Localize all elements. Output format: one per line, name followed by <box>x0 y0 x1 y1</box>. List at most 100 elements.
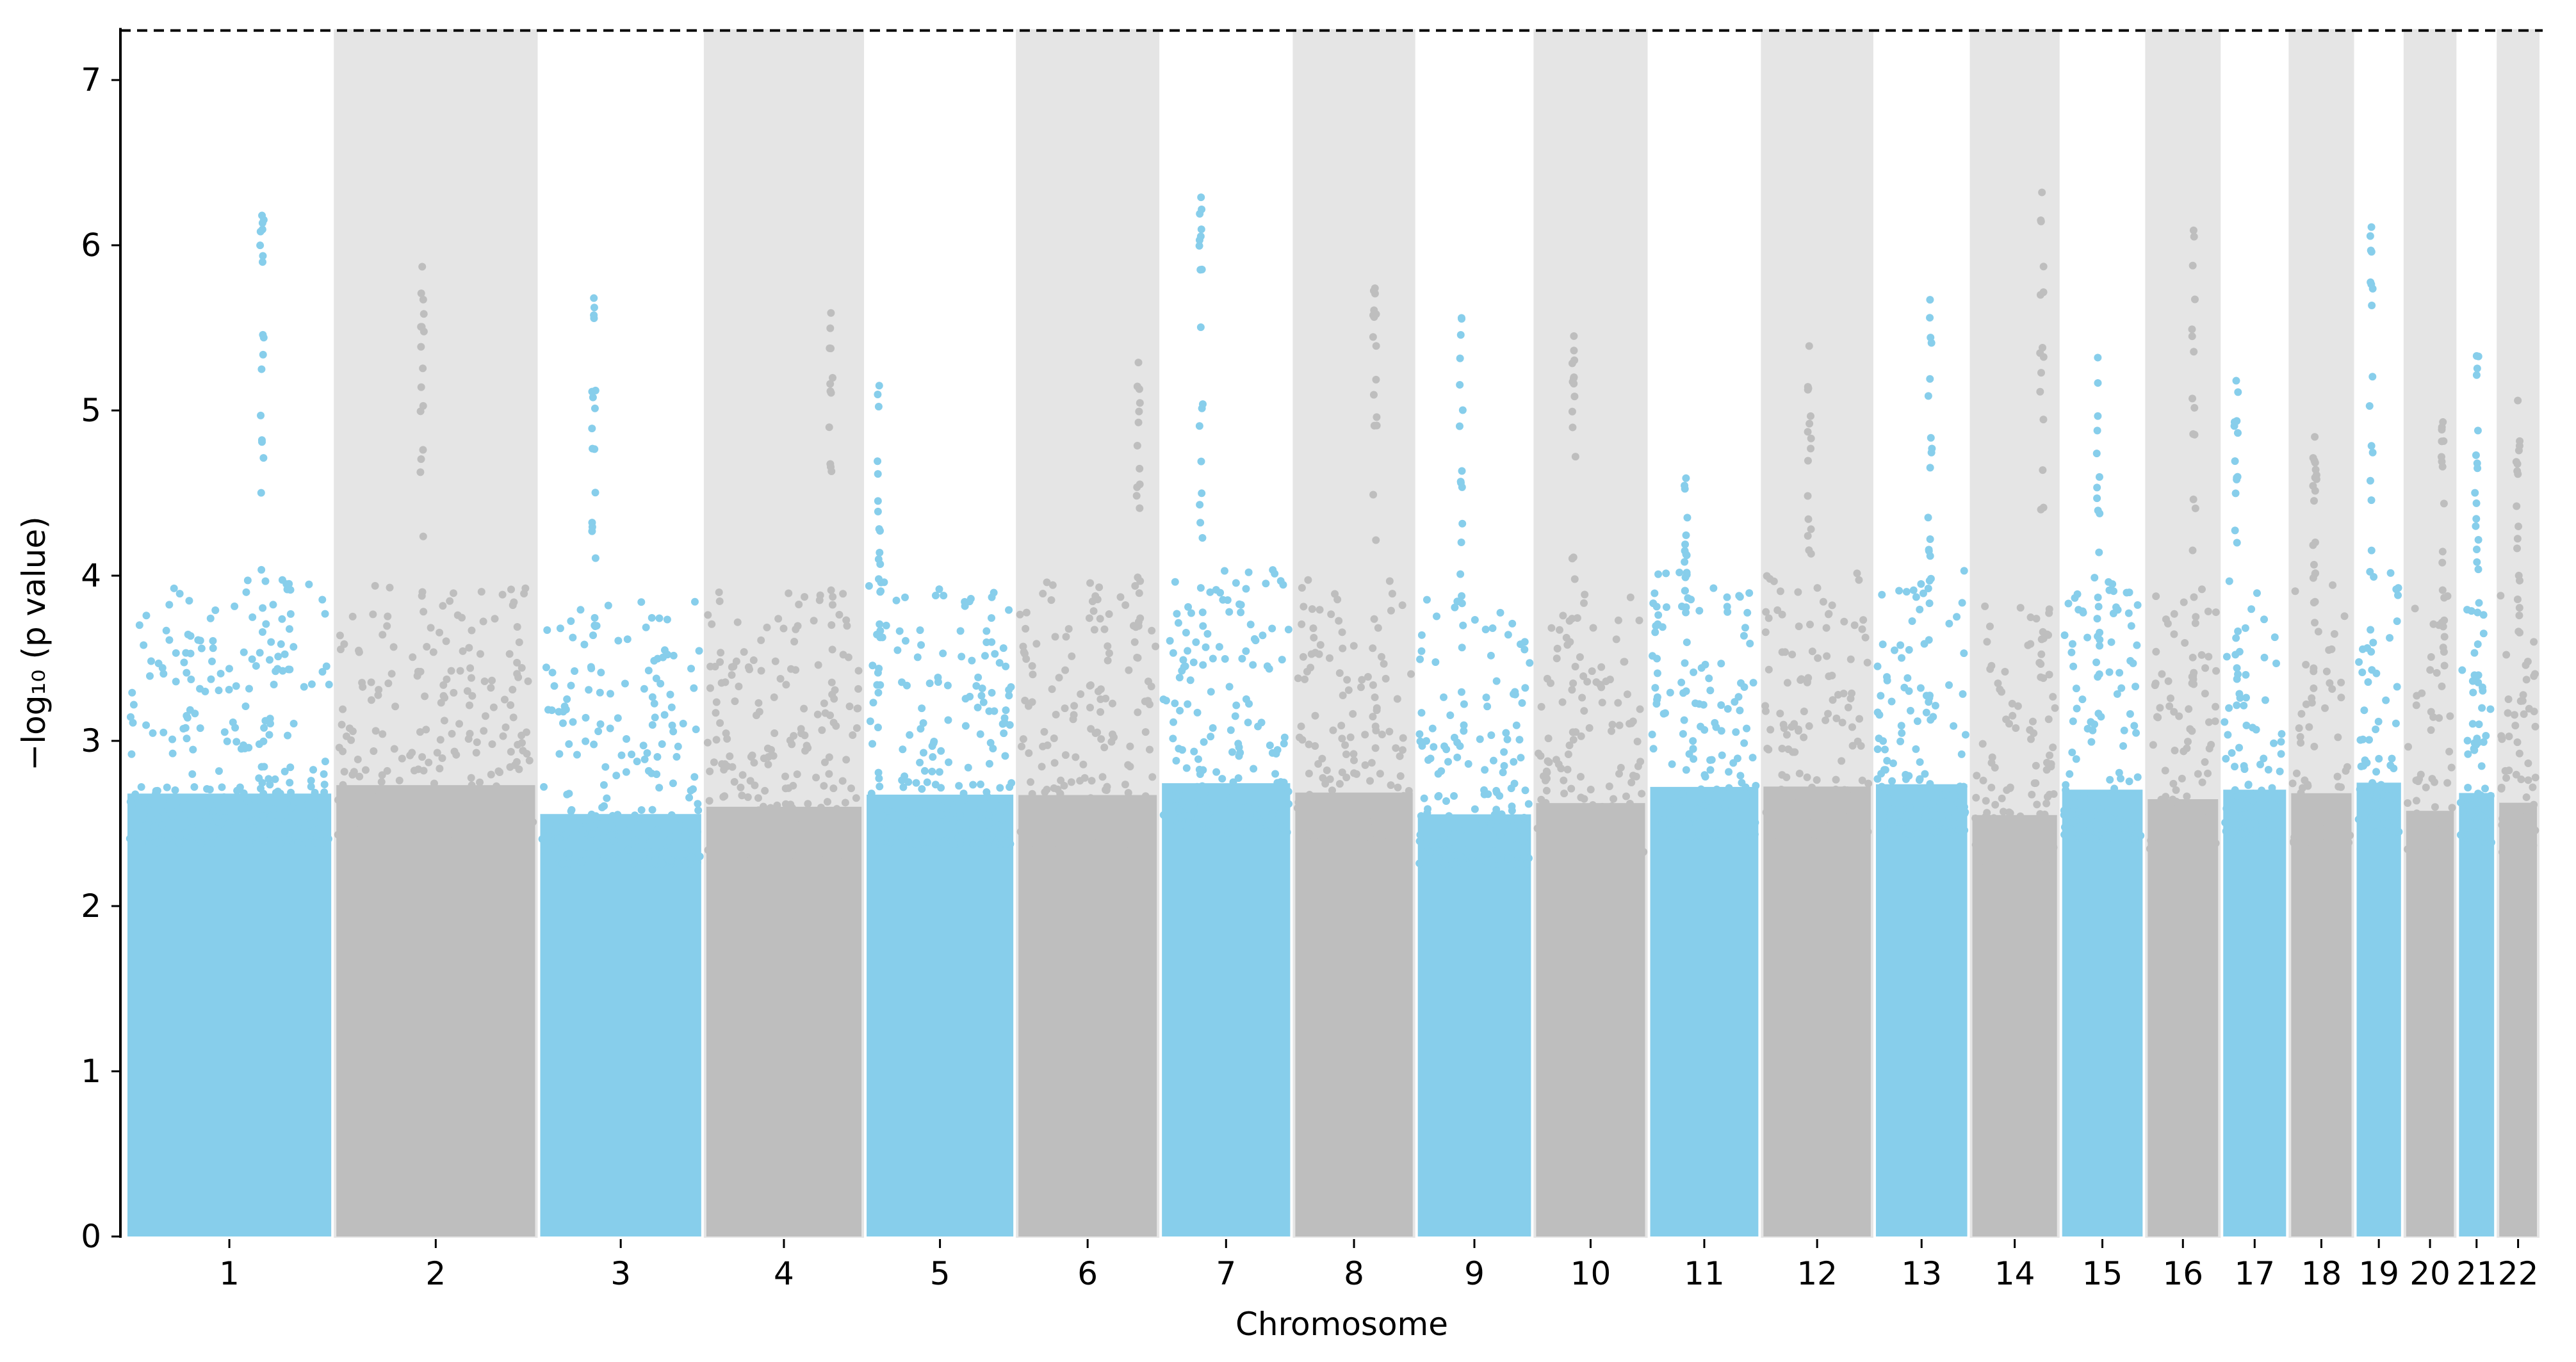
data-point <box>2095 473 2103 481</box>
data-point <box>334 796 343 804</box>
data-point <box>2039 353 2048 361</box>
data-point <box>2343 763 2351 771</box>
data-point <box>790 637 799 645</box>
data-point <box>1298 583 1306 592</box>
data-point <box>1925 599 1934 608</box>
data-point <box>1209 654 1217 663</box>
data-point <box>2192 613 2200 621</box>
data-point <box>2305 723 2313 731</box>
data-point <box>555 708 563 716</box>
data-point <box>854 667 863 675</box>
data-point <box>1800 708 1808 716</box>
data-point <box>2447 763 2456 772</box>
data-point <box>1025 749 1033 758</box>
data-point <box>2474 536 2482 544</box>
data-point <box>1999 807 2007 816</box>
data-point <box>187 676 195 684</box>
data-point <box>1193 782 1202 791</box>
data-point <box>2292 769 2301 777</box>
data-point <box>1786 831 1795 839</box>
data-point <box>2333 772 2342 781</box>
point-mass-chr19 <box>2356 782 2401 1236</box>
data-point <box>1558 698 1567 706</box>
data-point <box>659 653 667 661</box>
data-point <box>589 393 597 401</box>
data-point <box>2189 546 2197 555</box>
data-point <box>1547 848 1556 856</box>
data-point <box>390 745 398 753</box>
data-point <box>1975 861 1983 869</box>
data-point <box>892 596 901 604</box>
data-point <box>2360 762 2368 770</box>
data-point <box>588 523 596 531</box>
data-point <box>2046 751 2054 759</box>
data-point <box>1038 796 1047 804</box>
data-point <box>2438 437 2446 446</box>
data-point <box>245 743 253 752</box>
data-point <box>1778 610 1786 619</box>
data-point <box>673 752 681 761</box>
data-point <box>2367 546 2376 555</box>
data-point <box>1394 783 1402 791</box>
data-point <box>2275 795 2283 804</box>
data-point <box>2474 426 2482 435</box>
data-point <box>2224 731 2232 739</box>
data-point <box>1838 718 1846 727</box>
data-point <box>231 602 239 610</box>
data-point <box>2311 466 2320 474</box>
data-point <box>617 828 625 836</box>
data-point <box>1655 805 1663 813</box>
data-point <box>959 790 968 798</box>
data-point <box>1251 636 1260 645</box>
data-point <box>1378 829 1386 837</box>
data-point <box>1897 722 1905 730</box>
data-point <box>1681 540 1690 549</box>
data-point <box>961 722 970 730</box>
data-point <box>1822 716 1830 724</box>
data-point <box>1316 606 1324 614</box>
data-point <box>1180 663 1188 671</box>
data-point <box>1323 766 1331 775</box>
data-point <box>818 726 826 734</box>
data-point <box>2046 827 2055 836</box>
data-point <box>1790 720 1798 728</box>
data-point <box>828 690 836 699</box>
data-point <box>476 650 484 658</box>
data-point <box>2200 818 2208 827</box>
data-point <box>2019 825 2028 834</box>
data-point <box>1371 822 1379 830</box>
point-mass-chr8 <box>1295 792 1413 1236</box>
data-point <box>488 676 496 685</box>
data-point <box>1738 815 1746 823</box>
data-point <box>466 664 475 672</box>
data-point <box>1317 795 1325 803</box>
data-point <box>2069 801 2077 809</box>
data-point <box>555 750 564 758</box>
data-point <box>1545 758 1553 766</box>
data-point <box>1800 733 1808 742</box>
data-point <box>1510 758 1518 766</box>
data-point <box>797 729 806 738</box>
data-point <box>2001 667 2009 676</box>
data-point <box>2190 403 2199 412</box>
data-point <box>816 591 824 599</box>
data-point <box>473 738 481 747</box>
data-point <box>2244 781 2253 789</box>
data-point <box>433 749 441 757</box>
data-point <box>1079 760 1088 768</box>
data-point <box>294 839 302 847</box>
data-point <box>1298 736 1307 744</box>
data-point <box>356 825 364 833</box>
data-point <box>1568 407 1576 416</box>
data-point <box>2204 607 2212 615</box>
data-point <box>375 686 383 694</box>
data-point <box>1166 636 1174 645</box>
data-point <box>612 772 621 780</box>
data-point <box>1237 608 1245 617</box>
data-point <box>2278 730 2286 738</box>
data-point <box>852 852 861 861</box>
data-point <box>273 788 282 796</box>
data-point <box>367 678 375 686</box>
data-point <box>261 836 269 845</box>
data-point <box>688 835 696 843</box>
